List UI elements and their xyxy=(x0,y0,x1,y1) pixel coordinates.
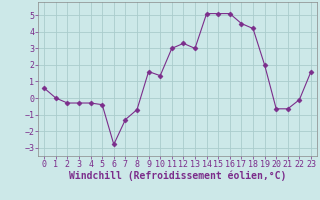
X-axis label: Windchill (Refroidissement éolien,°C): Windchill (Refroidissement éolien,°C) xyxy=(69,171,286,181)
